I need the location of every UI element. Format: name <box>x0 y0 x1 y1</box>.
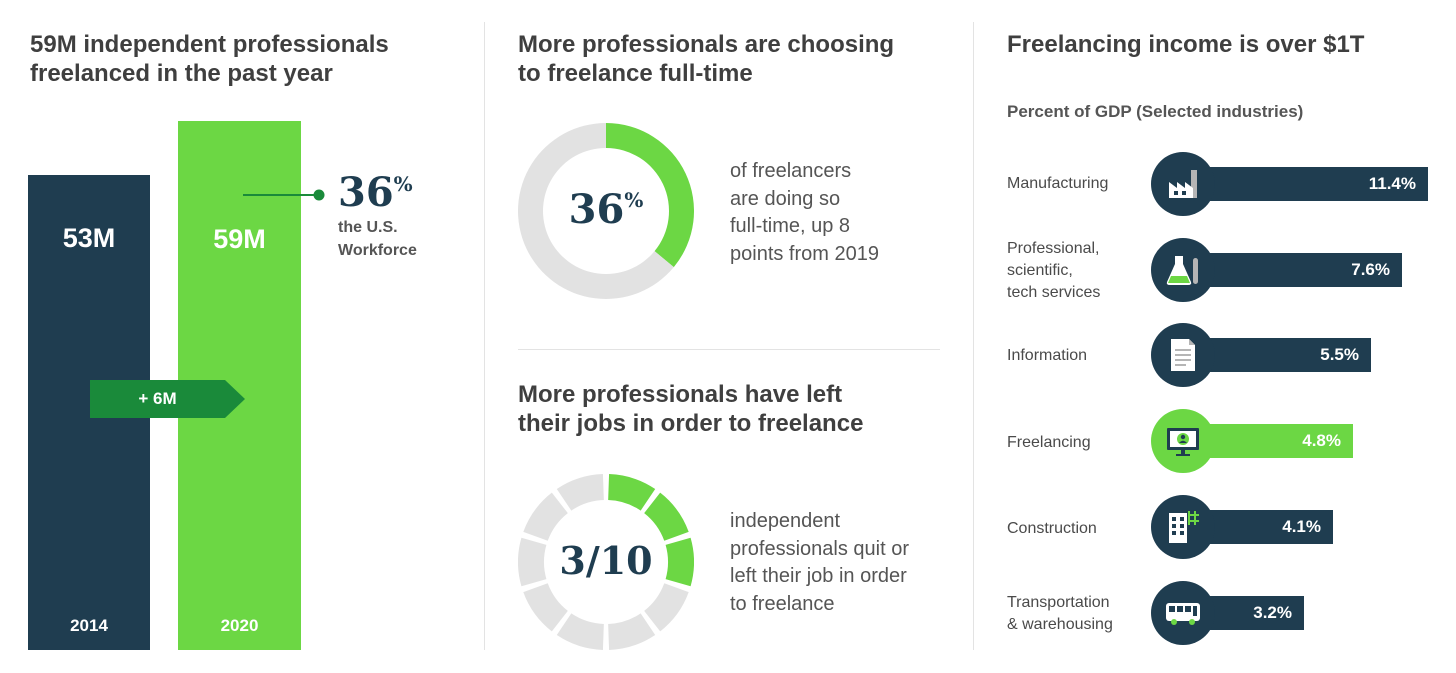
divider-left <box>484 22 485 650</box>
segment-2 <box>644 492 689 541</box>
bar-2020-value: 59M <box>213 224 266 254</box>
industry-label-transportation: Transportation & warehousing <box>1007 592 1113 636</box>
industry-value-professional-services: 7.6% <box>1351 260 1390 279</box>
segment-6 <box>556 613 604 650</box>
divider-right <box>973 22 974 650</box>
donut-text-line1: of freelancers <box>730 160 852 182</box>
donut-description: of freelancers are doing so full-time, u… <box>730 158 879 268</box>
donut-text-line2: are doing so <box>730 187 841 210</box>
industry-label-manufacturing: Manufacturing <box>1007 175 1109 192</box>
panel2-title-bottom-line1: More professionals have left <box>518 381 843 408</box>
industry-bar-manufacturing: 11.4% <box>1182 167 1428 201</box>
panel3-subtitle: Percent of GDP (Selected industries) <box>1007 102 1304 121</box>
segment-description: independent professionals quit or left t… <box>730 508 909 618</box>
segment-text-line3: left their job in order <box>730 565 907 587</box>
donut-value-sign: % <box>624 188 644 212</box>
industry-value-freelancing: 4.8% <box>1302 431 1341 450</box>
donut-slice-fulltime <box>606 123 694 268</box>
industry-label-professional-services-text: Professional, scientific, tech services <box>1007 240 1101 301</box>
segment-8 <box>518 537 547 587</box>
panel2-title-bottom-line2: their jobs in order to freelance <box>518 410 864 437</box>
panel2-title-bottom: More professionals have left their jobs … <box>518 380 863 438</box>
callout-line1: the U.S. <box>338 219 398 236</box>
building-crane-icon <box>1151 495 1215 559</box>
panel2-title-top: More professionals are choosing to freel… <box>518 30 894 88</box>
segment-text-line4: to freelance <box>730 592 835 615</box>
industry-label-construction: Construction <box>1007 520 1097 537</box>
segment-center-label: 3/10 <box>518 536 694 586</box>
segment-5 <box>608 613 656 650</box>
callout-text: the U.S. Workforce <box>338 216 417 262</box>
panel1-title-line1: 59M independent professionals <box>30 31 389 58</box>
increase-label: + 6M <box>138 389 177 408</box>
panel1-title-line2: freelanced in the past year <box>30 60 333 87</box>
monitor-person-icon <box>1151 409 1215 473</box>
industry-value-construction: 4.1% <box>1282 517 1321 536</box>
panel2-title-top-line2: to freelance full-time <box>518 60 753 87</box>
industry-label-professional-services: Professional, scientific, tech services <box>1007 238 1100 304</box>
quit-segmented-donut-chart <box>518 474 694 650</box>
industry-value-transportation: 3.2% <box>1253 603 1292 622</box>
bar-2020-year: 2020 <box>220 616 259 635</box>
industry-value-manufacturing: 11.4% <box>1368 174 1416 193</box>
callout-line2: Workforce <box>338 242 417 259</box>
donut-value: 36 <box>568 186 625 233</box>
factory-icon <box>1151 152 1215 216</box>
panel1-title: 59M independent professionals freelanced… <box>30 30 389 88</box>
segment-text-line2: professionals quit or <box>730 537 909 560</box>
segment-3 <box>665 537 694 587</box>
donut-slice-remainder <box>518 123 674 299</box>
bus-icon <box>1151 581 1215 645</box>
segment-4 <box>644 583 689 632</box>
lab-flask-icon <box>1151 238 1215 302</box>
industry-label-information: Information <box>1007 347 1088 364</box>
industry-label-transportation-text: Transportation & warehousing <box>1007 594 1113 633</box>
segment-value: 3/10 <box>559 538 653 583</box>
segment-10 <box>556 474 604 511</box>
panel3-title: Freelancing income is over $1T <box>1007 31 1365 58</box>
bar-2014-value: 53M <box>62 223 116 253</box>
industry-value-information: 5.5% <box>1320 345 1359 364</box>
callout-connector <box>243 189 325 201</box>
fulltime-donut-chart <box>518 123 694 299</box>
segment-9 <box>523 492 568 541</box>
document-icon <box>1151 323 1215 387</box>
segment-7 <box>523 583 568 632</box>
workforce-callout: 36% the U.S. Workforce <box>338 170 417 262</box>
donut-center-label: 36% <box>518 185 694 235</box>
industry-bar-professional-services: 7.6% <box>1182 253 1402 287</box>
panel2-title-top-line1: More professionals are choosing <box>518 31 895 58</box>
panel2-separator <box>518 349 940 350</box>
donut-text-line3: full-time, up 8 <box>730 215 851 237</box>
increase-arrow <box>90 380 245 418</box>
callout-percent: 36 <box>338 169 394 216</box>
bar-2014-year: 2014 <box>70 616 108 635</box>
industry-label-freelancing: Freelancing <box>1007 434 1091 451</box>
callout-percent-sign: % <box>393 172 413 196</box>
segment-text-line1: independent <box>730 510 841 532</box>
segment-1 <box>608 474 656 511</box>
donut-text-line4: points from 2019 <box>730 242 879 265</box>
